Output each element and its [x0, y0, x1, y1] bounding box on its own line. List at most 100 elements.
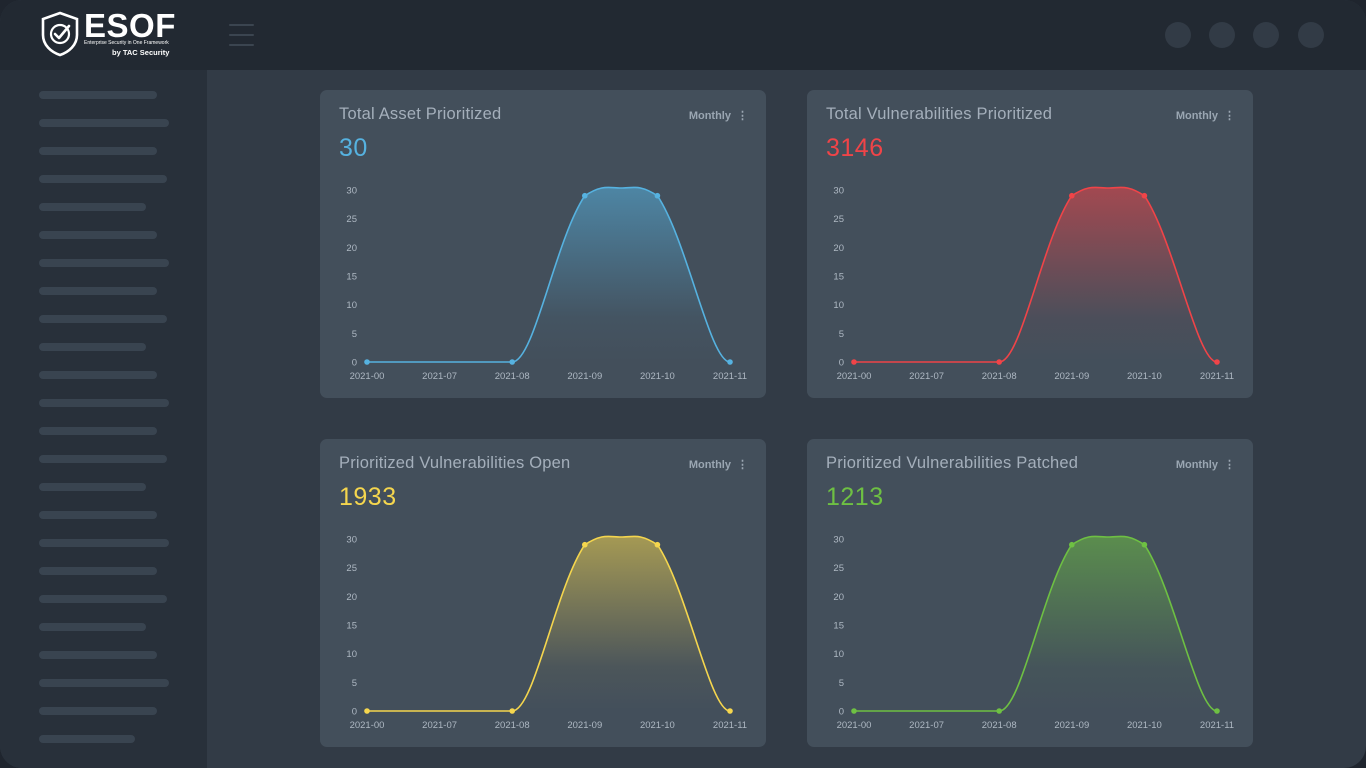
- x-tick-label: 2021-07: [909, 720, 944, 731]
- sidebar-item[interactable]: [39, 735, 135, 743]
- y-tick-label: 10: [346, 649, 357, 660]
- topbar-icon-4[interactable]: [1298, 22, 1324, 48]
- data-point[interactable]: [851, 708, 857, 714]
- card-title: Total Asset Prioritized: [339, 105, 502, 123]
- topbar-icon-3[interactable]: [1253, 22, 1279, 48]
- sidebar-item[interactable]: [39, 623, 146, 631]
- kebab-menu-icon[interactable]: ⋮: [1224, 110, 1235, 122]
- sidebar-item[interactable]: [39, 315, 167, 323]
- data-point[interactable]: [364, 708, 370, 714]
- sidebar-item[interactable]: [39, 539, 169, 547]
- x-tick-label: 2021-08: [982, 720, 1017, 731]
- y-tick-label: 20: [833, 592, 844, 603]
- period-label: Monthly: [688, 459, 731, 471]
- sidebar-item[interactable]: [39, 91, 157, 99]
- sidebar-item[interactable]: [39, 399, 169, 407]
- sidebar-item[interactable]: [39, 287, 157, 295]
- data-point[interactable]: [996, 708, 1002, 714]
- card-prioritized-vulnerabilities-patched: Prioritized Vulnerabilities Patched Mont…: [807, 439, 1253, 747]
- x-tick-label: 2021-00: [837, 720, 872, 731]
- data-point[interactable]: [582, 541, 588, 548]
- chart: 0 5 10 15 20 25 30 2021-00 2021-07 2021-08 2021-09…: [833, 186, 1234, 383]
- data-point[interactable]: [1141, 541, 1148, 548]
- sidebar-item[interactable]: [39, 203, 146, 211]
- data-point[interactable]: [509, 708, 515, 714]
- data-point[interactable]: [1069, 192, 1075, 199]
- y-tick-label: 10: [346, 300, 357, 311]
- y-tick-label: 25: [346, 563, 357, 574]
- y-tick-label: 20: [833, 243, 844, 254]
- card-value: 3146: [826, 134, 884, 162]
- sidebar-item[interactable]: [39, 343, 146, 351]
- data-point[interactable]: [1069, 541, 1075, 548]
- sidebar-item[interactable]: [39, 427, 157, 435]
- sidebar-item[interactable]: [39, 231, 157, 239]
- x-tick-label: 2021-09: [567, 371, 602, 382]
- data-point[interactable]: [1214, 708, 1220, 714]
- kebab-menu-icon[interactable]: ⋮: [737, 110, 748, 122]
- logo-wordmark: ESOF: [84, 7, 176, 44]
- data-point[interactable]: [654, 192, 661, 199]
- x-tick-label: 2021-00: [350, 720, 385, 731]
- data-point[interactable]: [996, 359, 1002, 365]
- x-tick-label: 2021-09: [1054, 720, 1089, 731]
- chart: 0 5 10 15 20 25 30 2021-00 2021-07 2021-08 2021-09…: [833, 535, 1234, 732]
- series-line: [367, 535, 731, 712]
- y-tick-label: 15: [833, 272, 844, 283]
- sidebar-item[interactable]: [39, 595, 167, 603]
- card-title: Prioritized Vulnerabilities Patched: [826, 454, 1079, 472]
- data-point[interactable]: [727, 708, 733, 714]
- menu-toggle-icon[interactable]: [229, 24, 255, 46]
- card-title: Total Vulnerabilities Prioritized: [826, 105, 1053, 123]
- sidebar-item[interactable]: [39, 455, 167, 463]
- sidebar-item[interactable]: [39, 651, 157, 659]
- x-tick-label: 2021-11: [1200, 720, 1234, 731]
- sidebar-item[interactable]: [39, 567, 157, 575]
- data-point[interactable]: [727, 359, 733, 365]
- sidebar-item[interactable]: [39, 707, 157, 715]
- sidebar-item[interactable]: [39, 371, 157, 379]
- x-tick-label: 2021-07: [909, 371, 944, 382]
- data-point[interactable]: [509, 359, 515, 365]
- data-point[interactable]: [654, 541, 661, 548]
- sidebar-item[interactable]: [39, 259, 169, 267]
- x-tick-label: 2021-10: [640, 720, 675, 731]
- period-dropdown[interactable]: Monthly ⋮: [689, 109, 748, 122]
- data-point[interactable]: [582, 192, 588, 199]
- topbar-icon-2[interactable]: [1209, 22, 1235, 48]
- x-tick-label: 2021-09: [567, 720, 602, 731]
- kebab-menu-icon[interactable]: ⋮: [737, 459, 748, 471]
- y-tick-label: 30: [833, 186, 844, 197]
- esof-logo[interactable]: ESOF Enterprise Security in One Framewor…: [40, 7, 180, 61]
- period-dropdown[interactable]: Monthly ⋮: [1176, 458, 1235, 471]
- area-fill: [999, 187, 1217, 362]
- period-dropdown[interactable]: Monthly ⋮: [1176, 109, 1235, 122]
- data-point[interactable]: [1141, 192, 1148, 199]
- x-tick-label: 2021-00: [350, 371, 385, 382]
- period-label: Monthly: [1175, 110, 1218, 122]
- y-tick-label: 25: [833, 563, 844, 574]
- kebab-menu-icon[interactable]: ⋮: [1224, 459, 1235, 471]
- sidebar-item[interactable]: [39, 147, 157, 155]
- y-tick-label: 15: [346, 621, 357, 632]
- y-tick-label: 25: [833, 214, 844, 225]
- data-point[interactable]: [364, 359, 370, 365]
- sidebar-item[interactable]: [39, 679, 169, 687]
- y-tick-label: 30: [346, 186, 357, 197]
- area-fill: [512, 187, 730, 362]
- x-tick-label: 2021-07: [422, 371, 457, 382]
- data-point[interactable]: [851, 359, 857, 365]
- y-tick-label: 5: [839, 329, 844, 340]
- x-tick-label: 2021-10: [1127, 720, 1162, 731]
- topbar-icon-1[interactable]: [1165, 22, 1191, 48]
- x-tick-label: 2021-11: [713, 371, 747, 382]
- card-total-vulnerabilities-prioritized: Total Vulnerabilities Prioritized Monthl…: [807, 90, 1253, 398]
- sidebar-item[interactable]: [39, 175, 167, 183]
- x-tick-label: 2021-10: [640, 371, 675, 382]
- data-point[interactable]: [1214, 359, 1220, 365]
- sidebar-item[interactable]: [39, 483, 146, 491]
- sidebar-item[interactable]: [39, 119, 169, 127]
- sidebar-item[interactable]: [39, 511, 157, 519]
- y-tick-label: 15: [833, 621, 844, 632]
- period-dropdown[interactable]: Monthly ⋮: [689, 458, 748, 471]
